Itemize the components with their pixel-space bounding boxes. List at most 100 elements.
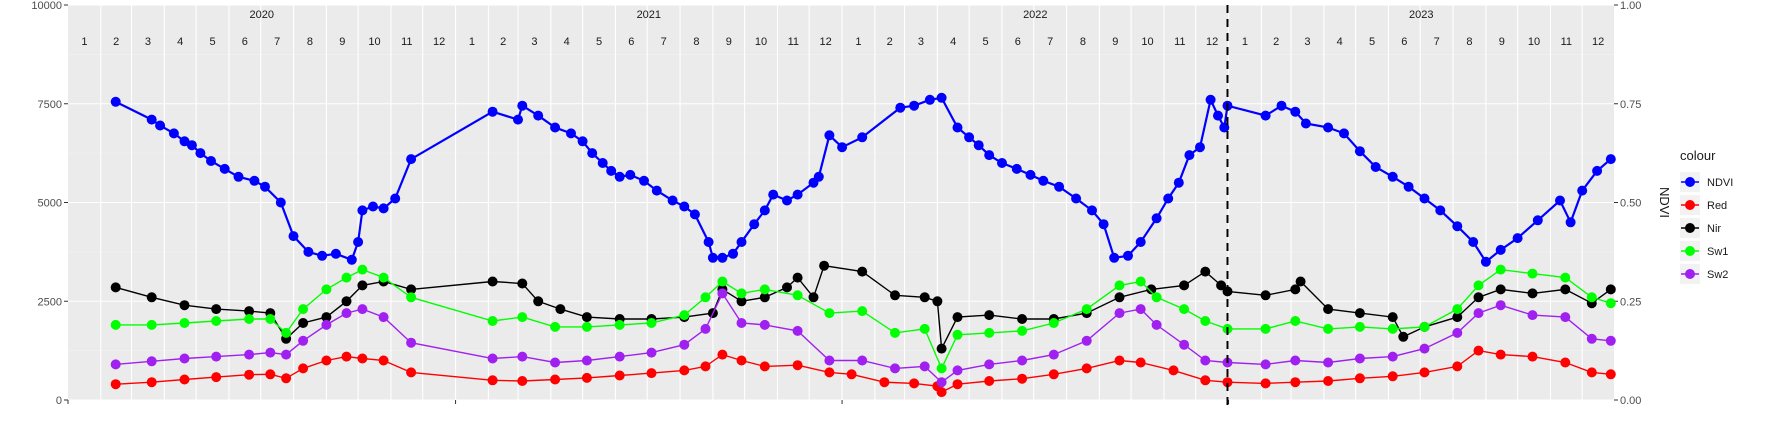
data-point-sw2 <box>341 308 352 319</box>
data-point-ndvi <box>233 171 244 182</box>
data-point-ndvi <box>768 189 779 200</box>
data-point-ndvi <box>1468 237 1479 247</box>
data-point-ndvi <box>587 148 598 159</box>
month-label: 11 <box>1174 36 1185 48</box>
data-point-nir <box>298 318 309 328</box>
data-point-nir <box>782 282 792 293</box>
data-point-ndvi <box>924 94 935 105</box>
month-label: 3 <box>1304 36 1310 48</box>
data-point-nir <box>1398 331 1409 342</box>
data-point-sw1 <box>265 314 276 324</box>
month-label: 9 <box>1499 36 1505 48</box>
data-point-nir <box>244 306 255 317</box>
month-label: 4 <box>177 36 183 48</box>
year-label: 2020 <box>250 9 274 21</box>
data-point-ndvi <box>533 110 544 121</box>
data-point-nir <box>1216 280 1227 291</box>
data-point-red <box>1560 357 1571 368</box>
data-point-ndvi <box>390 193 401 204</box>
y2-tick-label: 0.50 <box>1620 198 1641 210</box>
data-point-sw2 <box>1605 335 1616 346</box>
data-point-nir <box>1452 312 1463 323</box>
data-point-nir <box>1017 314 1028 324</box>
data-point-ndvi <box>1276 100 1287 111</box>
data-point-nir <box>1473 292 1484 303</box>
data-point-ndvi <box>1135 237 1146 247</box>
data-point-red <box>487 375 498 386</box>
y2-axis-title: NDVI <box>1657 187 1672 218</box>
data-point-nir <box>533 296 544 307</box>
data-point-red <box>1495 349 1506 360</box>
data-point-nir <box>759 292 770 303</box>
data-point-ndvi <box>614 171 625 182</box>
data-point-ndvi <box>997 158 1007 168</box>
data-point-ndvi <box>249 175 260 186</box>
legend-key-dot <box>1685 177 1695 187</box>
data-point-ndvi <box>288 231 299 242</box>
data-point-sw1 <box>984 327 995 338</box>
data-point-nir <box>919 292 930 303</box>
month-label: 12 <box>433 36 445 48</box>
y2-tick-label: 0.75 <box>1620 99 1641 111</box>
data-point-sw1 <box>1354 321 1365 332</box>
data-point-sw2 <box>1200 355 1211 366</box>
data-point-sw2 <box>487 353 498 364</box>
data-point-ndvi <box>1109 252 1120 263</box>
data-point-ndvi <box>1577 185 1588 196</box>
data-point-sw2 <box>1586 333 1597 344</box>
data-point-nir <box>1179 280 1190 291</box>
legend-key-dot <box>1685 200 1695 210</box>
month-label: 12 <box>1206 36 1218 48</box>
month-label: 6 <box>242 36 248 48</box>
data-point-nir <box>110 282 121 293</box>
month-label: 8 <box>693 36 699 48</box>
data-point-sw1 <box>550 321 561 332</box>
data-point-ndvi <box>1184 150 1195 161</box>
data-point-sw1 <box>614 319 625 330</box>
data-point-ndvi <box>317 250 328 261</box>
data-point-red <box>146 377 157 388</box>
data-point-ndvi <box>909 100 920 111</box>
data-point-ndvi <box>1195 142 1205 153</box>
data-point-sw1 <box>679 310 690 321</box>
data-point-sw1 <box>1151 292 1162 303</box>
data-point-sw1 <box>857 306 868 317</box>
month-label: 6 <box>628 36 634 48</box>
data-point-sw2 <box>1354 353 1365 364</box>
data-point-nir <box>1560 284 1571 295</box>
data-point-ndvi <box>667 195 678 206</box>
data-point-nir <box>179 300 190 311</box>
data-point-sw1 <box>1586 292 1597 303</box>
month-label: 10 <box>368 36 380 48</box>
month-label: 11 <box>788 36 799 48</box>
data-point-ndvi <box>1011 163 1022 174</box>
month-label: 12 <box>820 36 832 48</box>
data-point-ndvi <box>1071 193 1082 204</box>
data-point-red <box>1200 375 1211 386</box>
data-point-sw2 <box>550 357 561 368</box>
data-point-sw1 <box>717 276 728 287</box>
data-point-ndvi <box>1151 213 1162 224</box>
data-point-nir <box>321 312 332 323</box>
data-point-ndvi <box>1173 177 1184 188</box>
y-tick-label: 5000 <box>38 198 62 210</box>
legend-key-dot <box>1685 246 1695 256</box>
data-point-ndvi <box>651 185 662 196</box>
data-point-red <box>936 387 947 398</box>
data-point-nir <box>146 292 157 303</box>
data-point-nir <box>890 290 900 301</box>
data-point-sw2 <box>1081 335 1092 346</box>
month-label: 10 <box>1528 36 1540 48</box>
data-point-ndvi <box>1452 221 1463 232</box>
data-point-ndvi <box>179 136 190 147</box>
data-point-ndvi <box>597 158 608 168</box>
data-point-ndvi <box>1339 128 1349 139</box>
data-point-nir <box>857 266 868 277</box>
legend-label-red: Red <box>1707 200 1727 212</box>
data-point-sw2 <box>1495 300 1506 311</box>
data-point-nir <box>792 272 803 283</box>
month-label: 3 <box>531 36 537 48</box>
data-point-sw2 <box>1473 308 1484 319</box>
data-point-sw1 <box>792 290 803 301</box>
